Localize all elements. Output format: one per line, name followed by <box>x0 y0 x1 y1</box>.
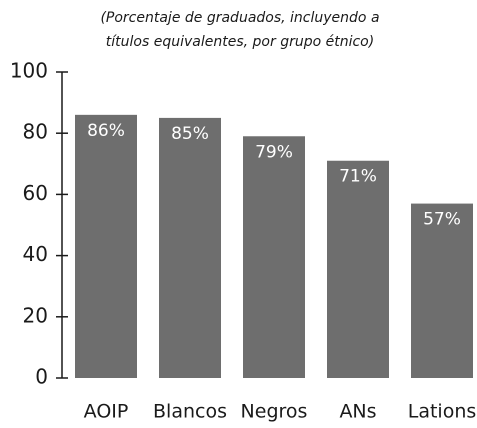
subtitle: (Porcentaje de graduados, incluyendo a <box>100 10 379 26</box>
value-label: 71% <box>339 167 377 187</box>
subtitle: títulos equivalentes, por grupo étnico) <box>106 34 374 50</box>
value-label: 79% <box>255 142 293 162</box>
y-tick-label: 20 <box>23 303 48 327</box>
y-tick-label: 100 <box>10 59 48 83</box>
x-tick-label: Negros <box>241 401 308 423</box>
x-tick-label: AOIP <box>84 401 129 423</box>
x-tick-label: Blancos <box>153 401 227 423</box>
y-tick-label: 0 <box>35 365 48 389</box>
value-label: 57% <box>423 210 461 230</box>
y-tick-label: 80 <box>23 120 48 144</box>
y-tick-label: 60 <box>23 181 48 205</box>
value-label: 85% <box>171 124 209 144</box>
x-tick-label: ANs <box>339 401 376 423</box>
value-label: 86% <box>87 121 125 141</box>
y-tick-label: 40 <box>23 242 48 266</box>
bar <box>327 160 389 378</box>
bar <box>75 114 137 378</box>
bar <box>411 203 473 378</box>
x-tick-label: Lations <box>408 401 477 423</box>
bar <box>243 136 305 378</box>
bar <box>159 117 221 379</box>
